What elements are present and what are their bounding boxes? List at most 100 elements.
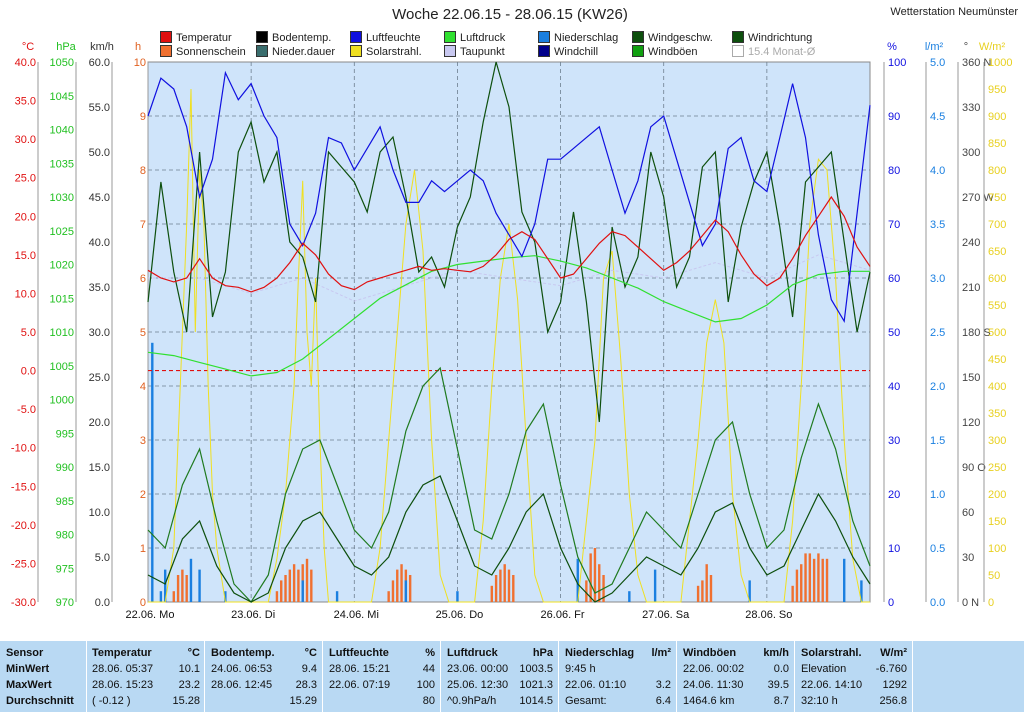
axis-tick-label: -25.0 xyxy=(11,558,36,570)
axis-tick-label: 0 xyxy=(888,597,894,609)
sunshine-bar xyxy=(589,553,592,602)
stats-rain-unit: l/m² xyxy=(651,647,671,659)
legend-label: Niederschlag xyxy=(554,32,619,44)
stats-wind-min-time: 22.06. 00:02 xyxy=(683,663,745,675)
axis-tick-label: 70 xyxy=(888,219,900,231)
stats-press-trend: ^0.9hPa/h xyxy=(447,695,497,707)
axis-tick-label: 20 xyxy=(888,489,900,501)
axis-tick-label: 985 xyxy=(56,496,74,508)
stats-rain: Niederschlag l/m² 9:45 h 22.06. 01:10 3.2 … xyxy=(565,645,671,709)
stats-wind-title: Windböen xyxy=(683,647,737,659)
stats-hum-max-time: 22.06. 07:19 xyxy=(329,679,391,691)
axis-tick-label: 4 xyxy=(140,381,146,393)
sunshine-bar xyxy=(593,548,597,602)
stats-wind-unit: km/h xyxy=(763,647,789,659)
series-line xyxy=(147,70,871,324)
sunshine-bar xyxy=(275,591,279,602)
stats-temp-title: Temperatur xyxy=(92,647,152,659)
axis-tick-label: 30.0 xyxy=(89,327,110,339)
axis-unit: hPa xyxy=(56,41,76,53)
sunshine-bar xyxy=(598,564,601,602)
axis-tick-label: -5.0 xyxy=(17,404,36,416)
legend-swatch xyxy=(160,31,172,43)
day-label: 22.06. Mo xyxy=(126,609,175,621)
divider xyxy=(558,641,559,712)
axis-tick-label: 1035 xyxy=(50,158,74,170)
legend-swatch xyxy=(256,45,268,57)
day-label: 26.06. Fr xyxy=(541,609,585,621)
legend-label: Temperatur xyxy=(176,32,232,44)
legend-item: Windchill xyxy=(538,45,598,59)
axis-tick-label: 0.0 xyxy=(21,366,36,378)
axis-tick-label: 50.0 xyxy=(89,147,110,159)
stats-wind-max-time: 24.06. 11:30 xyxy=(683,679,744,691)
rain-bar xyxy=(198,569,201,602)
stats-press-min: 1003.5 xyxy=(519,663,553,675)
rain-bar xyxy=(576,558,579,602)
divider xyxy=(86,641,87,712)
stats-wind-avg: 8.7 xyxy=(773,695,789,707)
stats-press-max: 1021.3 xyxy=(519,679,553,691)
rain-bar xyxy=(843,558,846,602)
legend-swatch xyxy=(632,31,644,43)
legend-item: Temperatur xyxy=(160,31,232,45)
axis-tick-label: -15.0 xyxy=(11,481,36,493)
axis-tick-label: 10.0 xyxy=(15,288,36,300)
legend-label: Windböen xyxy=(648,46,698,58)
stats-label-sensor: Sensor xyxy=(6,647,44,659)
day-label: 27.06. Sa xyxy=(642,609,690,621)
stats-boden: Bodentemp. °C 24.06. 06:53 9.4 28.06. 12:4… xyxy=(211,645,317,709)
legend-item: Niederschlag xyxy=(538,31,618,45)
axis-tick-label: 450 xyxy=(988,354,1006,366)
stats-press-min-time: 23.06. 00:00 xyxy=(447,663,509,675)
legend-label: Windgeschw. xyxy=(648,32,713,44)
axis-tick-label: 200 xyxy=(988,489,1006,501)
sunshine-bar xyxy=(512,575,515,602)
axis-unit: h xyxy=(135,41,141,53)
axis-tick-label: 100 xyxy=(988,543,1006,555)
axis-tick-label: 1.5 xyxy=(930,435,945,447)
stats-boden-title: Bodentemp. xyxy=(211,647,275,659)
stats-boden-max: 28.3 xyxy=(295,679,317,691)
legend-label: Taupunkt xyxy=(460,46,505,58)
stats-press-title: Luftdruck xyxy=(447,647,498,659)
sunshine-bar xyxy=(696,585,700,602)
axis-tick-label: 120 xyxy=(962,417,980,429)
stats-hum-title: Luftfeuchte xyxy=(329,647,389,659)
legend-swatch xyxy=(538,31,550,43)
stats-press: Luftdruck hPa 23.06. 00:00 1003.5 25.06. 1… xyxy=(447,645,553,709)
legend-swatch xyxy=(632,45,644,57)
stats-press-unit: hPa xyxy=(532,647,553,659)
legend-item: 15.4 Monat-Ø xyxy=(732,45,815,59)
axis-tick-label: 40.0 xyxy=(89,237,110,249)
chart-title: Woche 22.06.15 - 28.06.15 (KW26) xyxy=(392,6,628,23)
divider xyxy=(794,641,795,712)
stats-hum-min: 44 xyxy=(422,663,435,675)
stats-rain-duration: 9:45 h xyxy=(565,663,596,675)
day-label: 25.06. Do xyxy=(436,609,484,621)
axis-tick-label: 180 S xyxy=(962,327,991,339)
stats-label-max: MaxWert xyxy=(6,679,52,691)
axis-tick-label: 1015 xyxy=(50,293,74,305)
axis-tick-label: 100 xyxy=(888,57,906,69)
axis-tick-label: 35.0 xyxy=(15,96,36,108)
axis-tick-label: 210 xyxy=(962,282,980,294)
stats-rain-max: 3.2 xyxy=(655,679,671,691)
axis-tick-label: 0 xyxy=(140,597,146,609)
axis-tick-label: 0.0 xyxy=(930,597,945,609)
axis-tick-label: 2.0 xyxy=(930,381,945,393)
divider xyxy=(912,641,913,712)
sunshine-bar xyxy=(825,558,829,602)
axis-tick-label: 400 xyxy=(988,381,1006,393)
stats-rain-title: Niederschlag xyxy=(565,647,635,659)
axis-tick-label: 1025 xyxy=(50,226,74,238)
axis-tick-label: 1010 xyxy=(50,327,74,339)
sunshine-bar xyxy=(288,569,292,602)
stats-rain-max-time: 22.06. 01:10 xyxy=(565,679,627,691)
legend-swatch xyxy=(160,45,172,57)
stats-solar: Solarstrahl. W/m² Elevation -6.760 22.06. … xyxy=(801,645,907,709)
sunshine-bar xyxy=(280,580,283,602)
axis-tick-label: 25.0 xyxy=(89,372,110,384)
stats-hum-min-time: 28.06. 15:21 xyxy=(329,663,391,675)
stats-solar-elevation-label: Elevation xyxy=(801,663,847,675)
